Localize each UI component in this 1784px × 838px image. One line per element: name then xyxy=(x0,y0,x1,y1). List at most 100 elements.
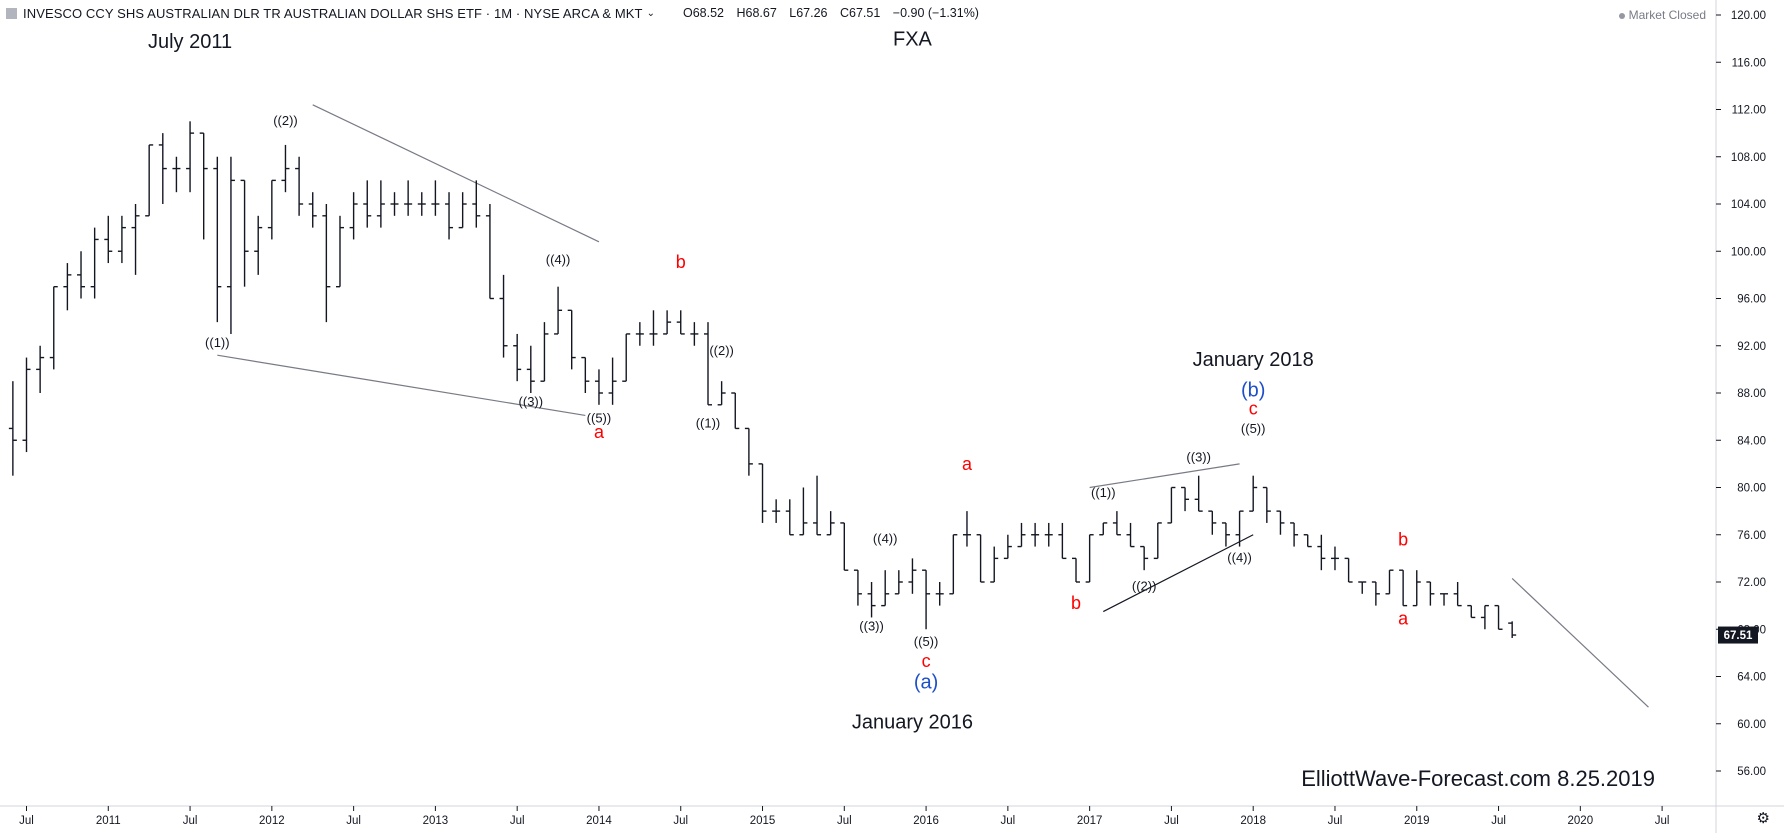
x-tick-label: Jul xyxy=(1001,815,1016,827)
y-tick-label: 96.00 xyxy=(1737,294,1766,306)
ohlc-bar xyxy=(1317,534,1326,571)
ohlc-bar xyxy=(1208,510,1217,535)
ohlc-bar xyxy=(186,121,195,193)
wave-label: ((4)) xyxy=(546,252,571,267)
wave-label: ((2)) xyxy=(1132,578,1157,593)
ohlc-bar xyxy=(22,357,31,453)
ohlc-bar xyxy=(1085,534,1094,583)
y-tick-label: 104.00 xyxy=(1731,199,1766,211)
ohlc-bar xyxy=(363,180,372,228)
market-status: Market Closed xyxy=(1618,8,1706,22)
x-axis[interactable]: Jul 2011 Jul 2012 Jul 2013 Jul 2014 Jul 2015 Jul 20… xyxy=(19,806,1669,827)
ohlc-bar xyxy=(990,546,999,583)
trendline xyxy=(1102,534,1254,613)
ohlc-bar xyxy=(485,204,494,300)
ohlc-bar xyxy=(1290,522,1299,547)
ohlc-bar xyxy=(922,569,931,630)
wave-label: ((3)) xyxy=(859,618,884,633)
ohlc-bar xyxy=(867,582,876,618)
ohlc-bar xyxy=(1235,510,1244,547)
ohlc-bar xyxy=(1494,604,1503,630)
trendline xyxy=(1511,578,1649,708)
y-tick-label: 64.00 xyxy=(1737,672,1766,684)
x-tick-label: 2013 xyxy=(423,815,449,827)
ohlc-bar xyxy=(1440,593,1449,606)
y-tick-label: 84.00 xyxy=(1737,435,1766,447)
ohlc-bar xyxy=(758,463,767,523)
ohlc-bar xyxy=(513,333,522,382)
ohlc-bar xyxy=(158,133,167,204)
x-tick-label: 2017 xyxy=(1077,815,1103,827)
wave-label: ((2)) xyxy=(273,113,298,128)
gear-icon[interactable]: ⚙ xyxy=(1756,810,1770,827)
ohlc-bar xyxy=(1126,522,1135,548)
ohlc-bar xyxy=(663,310,672,335)
ohlc-bar xyxy=(1112,511,1121,536)
ohlc-bar xyxy=(1453,582,1462,607)
ohlc-bar xyxy=(145,144,154,217)
ohlc-bar xyxy=(77,251,86,299)
ohlc-bar xyxy=(213,156,222,323)
last-price-label: 67.51 xyxy=(1724,630,1753,642)
wave-label: ((1)) xyxy=(1091,485,1116,500)
ohlc-bar xyxy=(254,215,263,275)
ohlc-bar xyxy=(962,511,971,547)
ohlc-bar xyxy=(104,215,113,264)
change-value: −0.90 (−1.31%) xyxy=(892,6,979,20)
ohlc-bar xyxy=(1426,581,1435,606)
y-tick-label: 108.00 xyxy=(1731,152,1766,164)
y-tick-label: 56.00 xyxy=(1737,766,1766,778)
trendline xyxy=(217,354,586,417)
ohlc-bar xyxy=(676,310,685,335)
ohlc-bar xyxy=(417,192,426,216)
wave-label: July 2011 xyxy=(148,31,232,53)
ohlc-bar xyxy=(172,156,181,193)
ohlc-bar xyxy=(1003,534,1012,560)
ohlc-bar xyxy=(540,322,549,382)
watermark-text: ElliottWave-Forecast.com 8.25.2019 xyxy=(1301,766,1655,791)
y-tick-label: 92.00 xyxy=(1737,341,1766,353)
ohlc-bar xyxy=(458,192,467,229)
ohlc-bar xyxy=(881,570,890,607)
ohlc-bar xyxy=(117,215,126,264)
ohlc-bar xyxy=(199,132,208,240)
ohlc-bar xyxy=(499,274,508,358)
ohlc-bar xyxy=(622,333,631,382)
wave-label: (a) xyxy=(914,671,938,693)
ohlc-bar xyxy=(1262,486,1271,523)
ohlc-bar xyxy=(404,180,413,216)
ohlc-bar xyxy=(1330,546,1339,571)
ohlc-bar xyxy=(1399,569,1408,607)
open-value: O68.52 xyxy=(682,6,724,20)
ohlc-bar xyxy=(949,534,958,595)
ohlc-bar xyxy=(1221,522,1230,547)
ohlc-bar xyxy=(826,511,835,536)
ohlc-bar xyxy=(935,582,944,606)
wave-annotations: July 2011 FXA((2))((1))((4))((3))((5))ab(… xyxy=(148,29,1409,734)
y-axis[interactable]: 56.0060.0064.0068.0072.0076.0080.0084.00… xyxy=(1716,10,1766,778)
market-status-label: Market Closed xyxy=(1628,8,1706,22)
ohlc-bar xyxy=(90,227,99,299)
ohlc-bar xyxy=(894,570,903,595)
ohlc-bar xyxy=(1140,545,1149,571)
ohlc-bar xyxy=(131,204,140,275)
ohlc-bar xyxy=(567,309,576,370)
ohlc-bar xyxy=(295,156,304,216)
ohlc-bar xyxy=(772,499,781,523)
x-tick-label: Jul xyxy=(1655,815,1670,827)
ohlc-bar xyxy=(649,310,658,346)
symbol-title[interactable]: INVESCO CCY SHS AUSTRALIAN DLR TR AUSTRA… xyxy=(23,5,643,21)
y-tick-label: 76.00 xyxy=(1737,530,1766,542)
ohlc-bar xyxy=(608,357,617,405)
chevron-down-icon[interactable]: ⌄ xyxy=(646,7,655,19)
x-tick-label: 2016 xyxy=(913,815,939,827)
ohlc-bar xyxy=(908,558,917,594)
ohlc-bar xyxy=(1358,581,1367,594)
ohlc-bar xyxy=(1371,581,1380,606)
ohlc-bar xyxy=(8,381,17,476)
wave-label: b xyxy=(676,252,686,272)
ohlc-bar xyxy=(853,569,862,606)
trendline xyxy=(1089,463,1240,489)
